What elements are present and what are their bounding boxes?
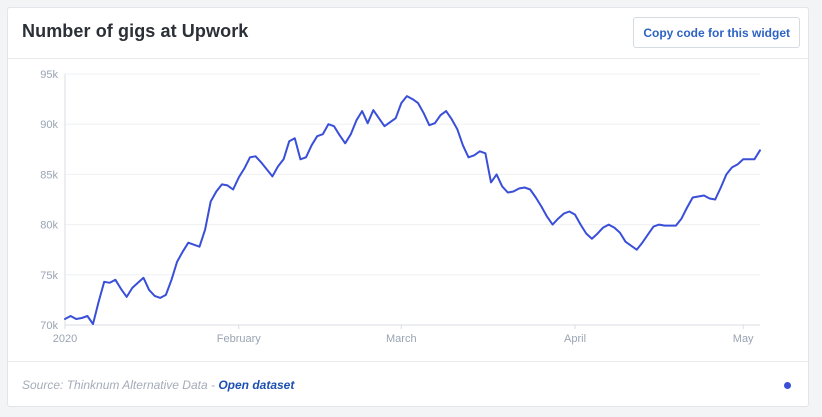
source-prefix: Source: Thinknum Alternative Data - bbox=[22, 378, 219, 392]
widget-title: Number of gigs at Upwork bbox=[22, 21, 249, 41]
x-tick-label: April bbox=[564, 333, 586, 345]
y-tick-label: 80k bbox=[40, 220, 58, 232]
y-tick-label: 85k bbox=[40, 169, 58, 181]
source-text: Source: Thinknum Alternative Data - Open… bbox=[22, 378, 294, 392]
y-tick-label: 70k bbox=[40, 320, 58, 332]
x-tick-label: May bbox=[733, 333, 754, 345]
y-tick-label: 95k bbox=[40, 69, 58, 81]
y-tick-label: 90k bbox=[40, 119, 58, 131]
open-dataset-link[interactable]: Open dataset bbox=[218, 378, 295, 392]
widget-footer: Source: Thinknum Alternative Data - Open… bbox=[8, 361, 808, 408]
y-tick-label: 75k bbox=[40, 270, 58, 282]
x-tick-label: February bbox=[217, 333, 262, 345]
gigs-widget: Number of gigs at Upwork Copy code for t… bbox=[7, 7, 809, 407]
widget-header: Number of gigs at Upwork Copy code for t… bbox=[8, 8, 808, 59]
chart-area: 70k 75k 80k 85k 90k 95k 2020 February March April… bbox=[8, 59, 808, 361]
copy-code-button[interactable]: Copy code for this widget bbox=[633, 17, 800, 48]
x-tick-label: 2020 bbox=[53, 333, 77, 345]
line-chart: 70k 75k 80k 85k 90k 95k 2020 February March April… bbox=[40, 69, 761, 345]
status-dot bbox=[784, 382, 791, 389]
series-line bbox=[64, 95, 761, 325]
x-tick-label: March bbox=[386, 333, 417, 345]
